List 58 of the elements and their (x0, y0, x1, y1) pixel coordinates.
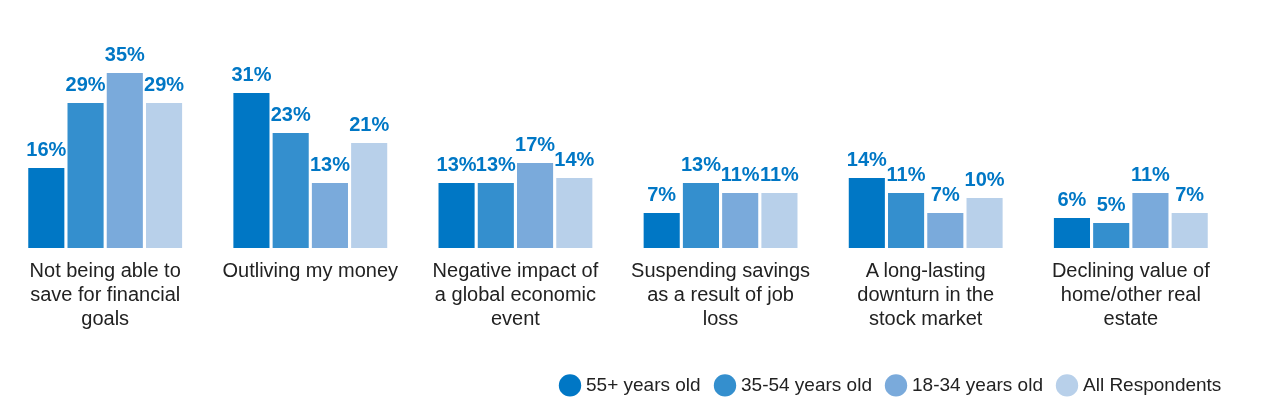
bar (477, 183, 514, 248)
data-label: 17% (515, 133, 556, 155)
data-label: 10% (964, 168, 1005, 190)
data-label: 7% (647, 183, 677, 205)
bar (67, 103, 104, 248)
data-label: 7% (1175, 183, 1205, 205)
bar (351, 143, 388, 248)
x-tick-label: A long-lasting downturn in the stock market (857, 258, 995, 329)
x-tick-label: Negative impact of a global economic event (432, 258, 599, 329)
bar (927, 213, 964, 248)
data-label: 16% (26, 138, 67, 160)
data-label: 14% (554, 148, 595, 170)
bar (272, 133, 309, 248)
data-label: 13% (680, 153, 722, 175)
bar (682, 183, 719, 248)
legend-label: All Respondents (1083, 374, 1222, 396)
bar (233, 93, 270, 248)
data-label: 13% (309, 153, 351, 175)
bar (146, 103, 183, 248)
data-label: 21% (349, 113, 390, 135)
data-label: 11% (1130, 163, 1171, 185)
data-label: 11% (886, 163, 926, 185)
bar (643, 213, 680, 248)
legend-label: 18-34 years old (912, 374, 1043, 396)
data-label: 35% (104, 43, 146, 65)
x-tick-label: Not being able to save for financial goals (29, 258, 181, 329)
bar (1053, 218, 1090, 248)
legend-label: 55+ years old (586, 374, 701, 396)
data-label: 31% (231, 63, 272, 85)
data-label: 5% (1096, 193, 1126, 215)
legend-label: 35-54 years old (741, 374, 872, 396)
bar (966, 198, 1003, 248)
bar (1132, 193, 1169, 248)
bar (722, 193, 759, 248)
data-label: 13% (475, 153, 517, 175)
x-tick-label: Declining value of home/other real estate (1051, 258, 1211, 329)
bar (28, 168, 65, 248)
data-label: 29% (144, 73, 185, 95)
data-label: 14% (846, 148, 888, 170)
bar (761, 193, 798, 248)
bar (106, 73, 143, 248)
data-label: 6% (1057, 188, 1087, 210)
data-label: 11% (720, 163, 760, 185)
bar (517, 163, 554, 248)
data-label: 13% (436, 153, 477, 175)
x-tick-label: Outliving my money (222, 258, 399, 281)
data-label: 23% (270, 103, 311, 125)
bar (888, 193, 925, 248)
data-label: 7% (930, 183, 960, 205)
bar (1171, 213, 1208, 248)
bar (556, 178, 593, 248)
bar (311, 183, 348, 248)
data-label: 29% (65, 73, 106, 95)
bar (438, 183, 475, 248)
x-tick-label: Suspending savings as a result of job loss (631, 258, 811, 329)
bar (848, 178, 885, 248)
data-label: 11% (759, 163, 800, 185)
bar (1093, 223, 1130, 248)
